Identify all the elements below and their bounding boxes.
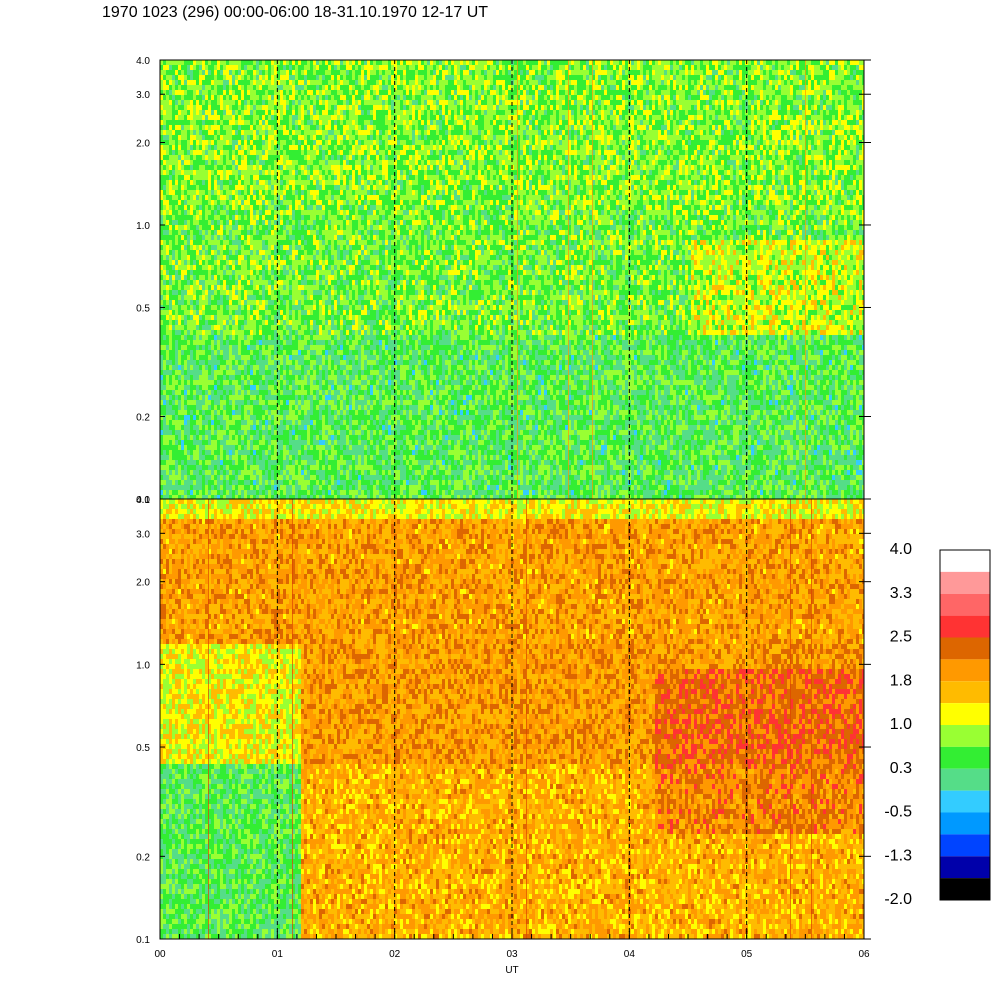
ytick-label: 1.0 — [136, 660, 150, 671]
ytick-label: 1.0 — [136, 221, 150, 232]
ytick-label: 4.0 — [136, 495, 150, 506]
colorbar-swatch — [940, 790, 990, 813]
xtick-label: 04 — [624, 949, 636, 960]
lower-spectrogram-panel — [160, 499, 864, 939]
colorbar-label: 0.3 — [890, 760, 912, 777]
colorbar-label: -0.5 — [884, 804, 912, 821]
colorbar-label: 1.8 — [890, 672, 912, 689]
colorbar-label: 4.0 — [890, 541, 912, 558]
colorbar-swatch — [940, 593, 990, 616]
xtick-label: 03 — [506, 949, 518, 960]
colorbar-swatch — [940, 768, 990, 791]
xtick-label: 06 — [858, 949, 870, 960]
colorbar-swatch — [940, 746, 990, 769]
ytick-label: 0.2 — [136, 852, 150, 863]
chart-title: 1970 1023 (296) 00:00-06:00 18-31.10.197… — [102, 4, 488, 22]
colorbar-swatch — [940, 615, 990, 638]
ytick-label: 3.0 — [136, 529, 150, 540]
ytick-label: 0.5 — [136, 743, 150, 754]
ytick-label: 0.1 — [136, 495, 150, 506]
ytick-label: 0.1 — [136, 935, 150, 946]
colorbar-swatch — [940, 571, 990, 594]
colorbar-swatch — [940, 856, 990, 879]
xtick-label: 05 — [741, 949, 753, 960]
colorbar-swatch — [940, 878, 990, 900]
colorbar-swatch — [940, 681, 990, 704]
ytick-label: 0.2 — [136, 413, 150, 424]
colorbar-label: 3.3 — [890, 585, 912, 602]
colorbar-swatch — [940, 812, 990, 835]
colorbar-swatch — [940, 834, 990, 857]
xtick-label: 02 — [389, 949, 401, 960]
colorbar-label: 1.0 — [890, 716, 912, 733]
ytick-label: 3.0 — [136, 90, 150, 101]
colorbar-swatch — [940, 725, 990, 747]
colorbar-swatch — [940, 703, 990, 725]
colorbar-swatch — [940, 550, 990, 572]
colorbar-swatch — [940, 637, 990, 660]
y-axis-ticks: 4.03.02.01.00.50.20.14.03.02.01.00.50.20… — [136, 56, 871, 946]
ytick-label: 0.5 — [136, 303, 150, 314]
ytick-label: 2.0 — [136, 578, 150, 589]
ytick-label: 4.0 — [136, 56, 150, 67]
colorbar-label: -1.3 — [884, 847, 912, 864]
x-axis-label: UT — [505, 965, 518, 976]
colorbar: 4.0 3.3 2.5 1.8 1.0 0.3 -0.5 -1.3 -2.0 — [884, 541, 991, 908]
colorbar-label: 2.5 — [890, 629, 912, 646]
xtick-label: 01 — [272, 949, 284, 960]
xtick-label: 00 — [154, 949, 166, 960]
upper-spectrogram-panel — [160, 60, 864, 499]
colorbar-swatch — [940, 659, 990, 682]
x-axis-ticks: 00 01 02 03 04 05 06 — [154, 931, 870, 960]
colorbar-label: -2.0 — [884, 891, 912, 908]
ytick-label: 2.0 — [136, 138, 150, 149]
